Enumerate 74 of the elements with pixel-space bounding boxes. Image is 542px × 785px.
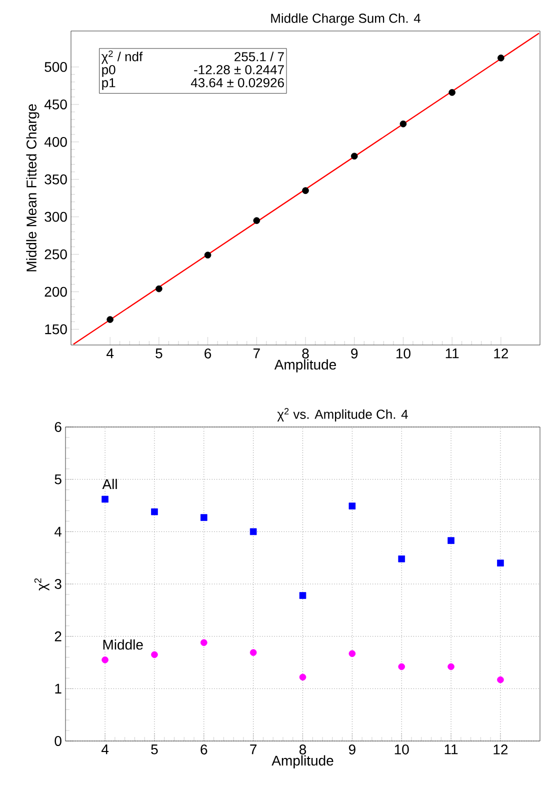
point [302, 187, 309, 194]
x-tick-label: 7 [253, 348, 260, 358]
point [348, 650, 356, 657]
y-tick-label: 350 [44, 174, 67, 184]
point [102, 656, 108, 664]
y-tick-label: 6 [54, 422, 62, 432]
point [400, 120, 407, 128]
x-tick-label: 8 [299, 744, 306, 754]
y-tick-label: 2 [54, 631, 62, 642]
point [102, 496, 108, 503]
point [250, 528, 257, 536]
y-tick-label: 1 [55, 684, 62, 694]
x-tick-label: 6 [204, 348, 212, 358]
point [299, 674, 306, 681]
annotation: p1 [102, 78, 116, 90]
point [348, 502, 356, 510]
chart-title: χ$^{2}$ vs. Amplitude Ch. 4 [277, 408, 408, 422]
x-tick-label: 9 [351, 348, 358, 358]
series-label: All [102, 478, 117, 490]
point [350, 152, 358, 160]
x-tick-label: 4 [106, 348, 114, 358]
series-label: Middle [103, 639, 143, 650]
y-tick-label: 300 [44, 212, 67, 222]
point [151, 651, 158, 658]
y-tick-label: 500 [44, 62, 67, 72]
y-tick-label: 0 [54, 736, 62, 746]
x-axis-title: Amplitude [274, 359, 336, 372]
x-tick-label: 11 [446, 348, 459, 358]
chart-title: Middle Charge Sum Ch. 4 [271, 13, 420, 26]
point [448, 663, 454, 670]
x-tick-label: 5 [156, 348, 162, 358]
x-tick-label: 9 [348, 744, 356, 754]
y-tick-label: 3 [54, 579, 62, 589]
x-tick-label: 10 [394, 744, 409, 754]
point [106, 316, 114, 323]
point [498, 54, 504, 62]
point [448, 537, 454, 544]
y-tick-label: 400 [44, 136, 67, 147]
x-tick-label: 11 [444, 744, 458, 754]
x-tick-label: 7 [250, 744, 257, 754]
y-axis-title: χ$^{2}$ [34, 578, 50, 591]
x-tick-label: 10 [396, 348, 410, 358]
x-tick-label: 4 [101, 744, 109, 754]
y-tick-label: 5 [54, 474, 62, 484]
annotation: χ$^{2}$ / ndf [101, 50, 143, 64]
point [200, 639, 208, 646]
y-tick-label: 150 [45, 324, 67, 334]
x-tick-label: 5 [151, 744, 158, 754]
y-tick-label: 250 [44, 249, 67, 260]
point [497, 560, 504, 566]
annotation: p0 [102, 65, 116, 77]
annotation: -12.28 ± 0.2447 [194, 65, 284, 74]
point [204, 252, 212, 258]
x-tick-label: 12 [494, 744, 508, 754]
point [253, 217, 260, 224]
point [398, 663, 405, 670]
y-axis-title: Middle Mean Fitted Charge [26, 104, 40, 272]
point [250, 649, 257, 656]
point [448, 89, 456, 96]
y-tick-label: 450 [44, 99, 67, 110]
point [497, 676, 504, 684]
annotation: 255.1 / 7 [234, 52, 284, 62]
y-tick-label: 200 [44, 286, 67, 297]
point [200, 514, 208, 521]
x-tick-label: 6 [200, 744, 208, 754]
point [299, 592, 306, 599]
point [398, 555, 405, 562]
point [151, 508, 158, 516]
annotation: 43.64 ± 0.02926 [190, 78, 284, 88]
y-tick-label: 4 [54, 526, 62, 536]
x-tick-label: 12 [494, 348, 508, 358]
x-axis-title: Amplitude [272, 755, 334, 768]
x-tick-label: 8 [302, 348, 309, 358]
point [156, 285, 162, 292]
